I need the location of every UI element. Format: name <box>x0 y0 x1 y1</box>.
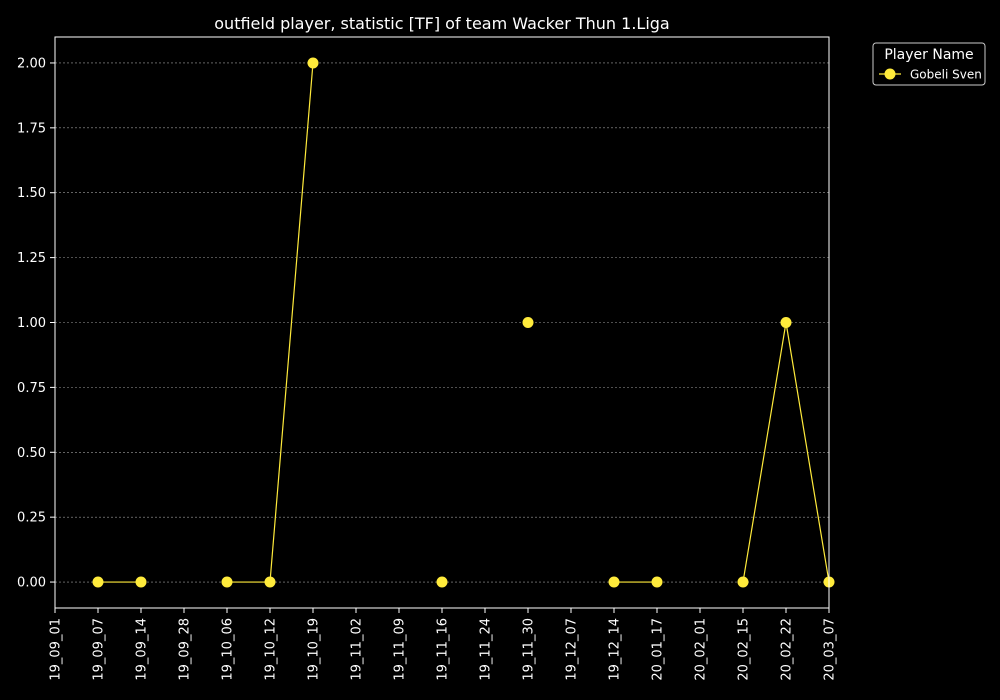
x-tick-label: 19_11_16 <box>436 618 451 681</box>
legend-entry-label: Gobeli Sven <box>910 68 982 82</box>
data-point <box>737 576 749 588</box>
x-tick-label: 20_01_17 <box>651 618 666 681</box>
series-line-segment <box>785 322 830 583</box>
x-tick-label: 19_11_02 <box>350 618 365 681</box>
y-tick-label: 1.75 <box>17 121 46 136</box>
data-point <box>221 576 233 588</box>
legend-marker <box>884 68 896 80</box>
x-tick-label: 19_11_24 <box>479 618 494 681</box>
y-axis: 0.00 0.25 0.50 0.75 1.00 1.25 1.50 1.75 2.00 <box>17 56 55 591</box>
grid-lines <box>55 62 829 583</box>
data-point <box>307 57 319 69</box>
x-axis: 19_09_01 19_09_07 19_09_14 19_09_28 19_10_06… <box>49 608 838 681</box>
x-tick-label: 19_09_28 <box>178 618 193 681</box>
y-tick-label: 0.75 <box>17 381 46 396</box>
data-point <box>436 576 448 588</box>
x-tick-label: 19_10_19 <box>307 618 322 681</box>
legend-title: Player Name <box>884 47 973 63</box>
data-point <box>522 317 534 328</box>
y-tick-label: 0.50 <box>17 446 46 461</box>
x-tick-label: 20_03_07 <box>823 618 838 681</box>
y-tick-label: 1.00 <box>17 316 46 331</box>
data-point <box>135 576 147 588</box>
series-lines <box>98 62 830 583</box>
x-tick-label: 19_11_09 <box>393 618 408 681</box>
x-tick-label: 20_02_01 <box>694 618 709 681</box>
x-tick-label: 19_12_07 <box>565 618 580 681</box>
x-tick-label: 19_10_12 <box>264 618 279 681</box>
x-tick-label: 20_02_15 <box>737 618 752 681</box>
x-tick-label: 19_09_07 <box>92 618 107 681</box>
y-tick-label: 1.50 <box>17 186 46 201</box>
y-tick-label: 1.25 <box>17 251 46 266</box>
data-point <box>780 317 792 328</box>
y-tick-label: 0.25 <box>17 511 46 526</box>
data-point <box>651 576 663 588</box>
data-point <box>92 576 104 588</box>
x-tick-label: 19_10_06 <box>221 618 236 681</box>
data-point <box>608 576 620 588</box>
series-line-segment <box>269 62 314 583</box>
y-tick-label: 2.00 <box>17 56 46 71</box>
data-point <box>264 576 276 588</box>
x-tick-label: 19_09_01 <box>49 618 64 681</box>
x-tick-label: 20_02_22 <box>780 618 795 681</box>
x-tick-label: 19_12_14 <box>608 618 623 681</box>
legend: Player Name Gobeli Sven <box>872 42 986 86</box>
x-tick-label: 19_11_30 <box>522 618 537 681</box>
series-line-segment <box>742 322 787 583</box>
chart-title: outfield player, statistic [TF] of team … <box>214 14 669 33</box>
y-tick-label: 0.00 <box>17 576 46 591</box>
x-tick-label: 19_09_14 <box>135 618 150 681</box>
